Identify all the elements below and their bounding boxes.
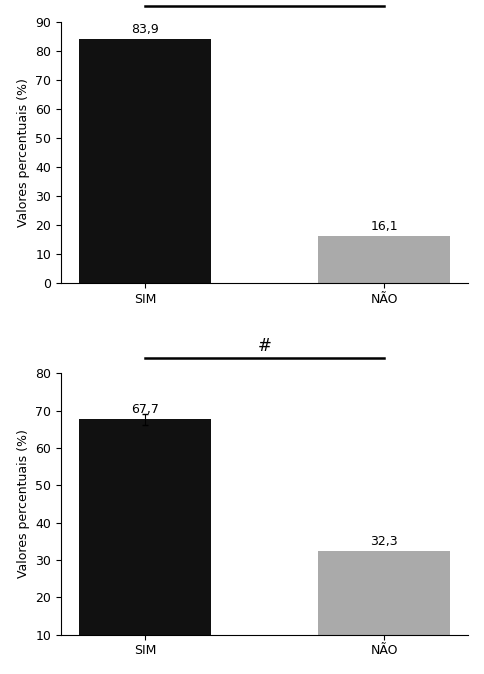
Bar [79,419,211,635]
Text: 83,9: 83,9 [131,23,159,36]
Text: 16,1: 16,1 [369,220,397,233]
Bar [79,39,211,283]
Bar [318,237,449,283]
Text: 32,3: 32,3 [369,535,397,548]
Y-axis label: Valores percentuais (%): Valores percentuais (%) [16,78,30,226]
Text: 67,7: 67,7 [131,403,159,416]
Bar [318,551,449,635]
Text: *: * [260,0,268,3]
Y-axis label: Valores percentuais (%): Valores percentuais (%) [16,429,30,578]
Text: #: # [257,337,271,355]
